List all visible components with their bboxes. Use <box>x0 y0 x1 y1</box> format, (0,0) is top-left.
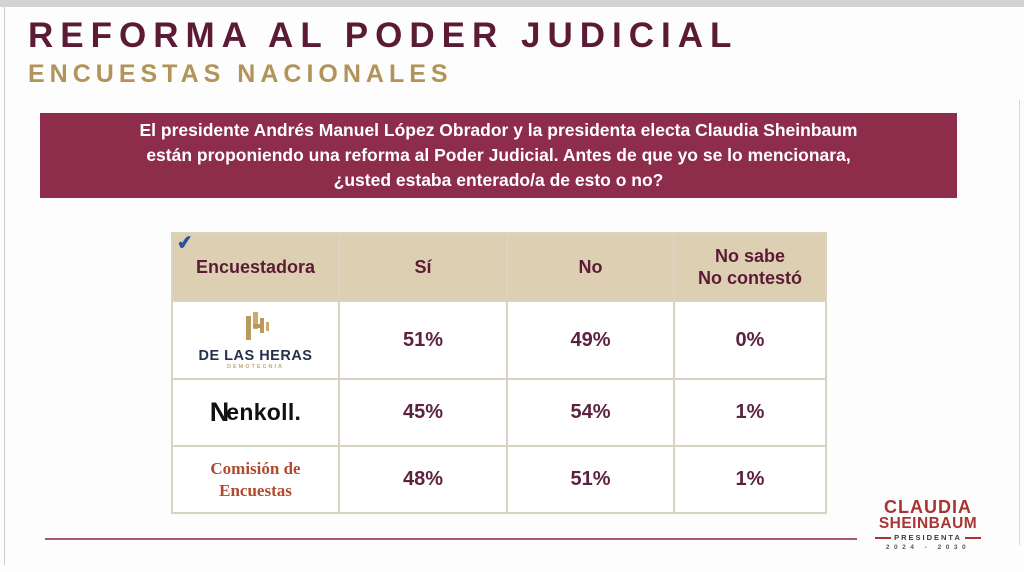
question-line-1: El presidente Andrés Manuel López Obrado… <box>139 120 858 141</box>
footer-divider-line <box>45 538 857 540</box>
header-si: Sí <box>338 232 508 302</box>
logo-years: 2024 - 2030 <box>885 543 971 551</box>
enkoll-logo: N ✔ enkoll. <box>176 232 302 427</box>
table-row-comision-de-encuestas: Comisión de Encuestas 48% 51% 1% <box>171 445 827 514</box>
comision-no-value: 51% <box>506 445 675 514</box>
header-no: No <box>506 232 675 302</box>
logo-presidenta: PRESIDENTA <box>894 533 962 543</box>
page-title: REFORMA AL PODER JUDICIAL <box>28 16 739 55</box>
claudia-sheinbaum-logo: CLAUDIA SHEINBAUM PRESIDENTA 2024 - 2030 <box>862 498 994 551</box>
comision-no-sabe-value: 1% <box>673 445 827 514</box>
logo-presidenta-row: PRESIDENTA <box>862 534 994 542</box>
frame-right-edge <box>1019 100 1020 545</box>
logo-sheinbaum: SHEINBAUM <box>878 515 978 533</box>
survey-question-banner: El presidente Andrés Manuel López Obrado… <box>40 113 957 198</box>
enkoll-wordmark: enkoll. <box>226 399 302 425</box>
table-row-de-las-heras: DE LAS HERAS DEMOTECNIA 51% 49% 0% <box>171 300 827 380</box>
de-las-heras-no-value: 49% <box>506 300 675 380</box>
enkoll-no-sabe-value: 1% <box>673 378 827 447</box>
de-las-heras-wordmark: DE LAS HERAS <box>198 347 313 364</box>
table-row-enkoll: N ✔ enkoll. 45% 54% 1% <box>171 232 827 447</box>
pollster-cell-enkoll: N ✔ enkoll. <box>171 232 340 447</box>
enkoll-no-value: 54% <box>506 378 675 447</box>
question-line-3: ¿usted estaba enterado/a de esto o no? <box>333 169 664 190</box>
logo-dash-left <box>875 536 892 540</box>
enkoll-n-monogram: N <box>209 397 230 427</box>
enkoll-si-value: 45% <box>338 378 508 447</box>
header-no-sabe-line1: No sabe <box>714 245 786 266</box>
logo-dash-right <box>964 536 981 540</box>
pollster-cell-de-las-heras: DE LAS HERAS DEMOTECNIA <box>171 300 340 380</box>
poll-results-table: Encuestadora Sí No No sabe No contestó <box>171 232 827 514</box>
comision-de-encuestas-label: Comisión de Encuestas <box>173 458 338 501</box>
enkoll-check-icon: ✔ <box>175 232 194 255</box>
de-las-heras-si-value: 51% <box>338 300 508 380</box>
logo-claudia: CLAUDIA <box>884 497 972 517</box>
de-las-heras-subtext: DEMOTECNIA <box>227 363 284 370</box>
comision-label-line2: Encuestas <box>219 480 292 500</box>
comision-label-line1: Comisión de <box>210 459 301 479</box>
page-subtitle: ENCUESTAS NACIONALES <box>28 60 453 88</box>
header-no-sabe-line2: No contestó <box>697 268 802 288</box>
header-no-sabe: No sabe No contestó <box>673 232 827 302</box>
table-header-row: Encuestadora Sí No No sabe No contestó <box>171 232 827 302</box>
question-line-2: están proponiendo una reforma al Poder J… <box>146 145 851 166</box>
frame-left-edge <box>4 7 5 565</box>
header-encuestadora: Encuestadora <box>171 232 340 302</box>
de-las-heras-icon <box>239 311 273 346</box>
de-las-heras-logo: DE LAS HERAS DEMOTECNIA <box>173 311 338 370</box>
comision-si-value: 48% <box>338 445 508 514</box>
frame-top-strip <box>0 0 1024 7</box>
de-las-heras-no-sabe-value: 0% <box>673 300 827 380</box>
pollster-cell-comision: Comisión de Encuestas <box>171 445 340 514</box>
